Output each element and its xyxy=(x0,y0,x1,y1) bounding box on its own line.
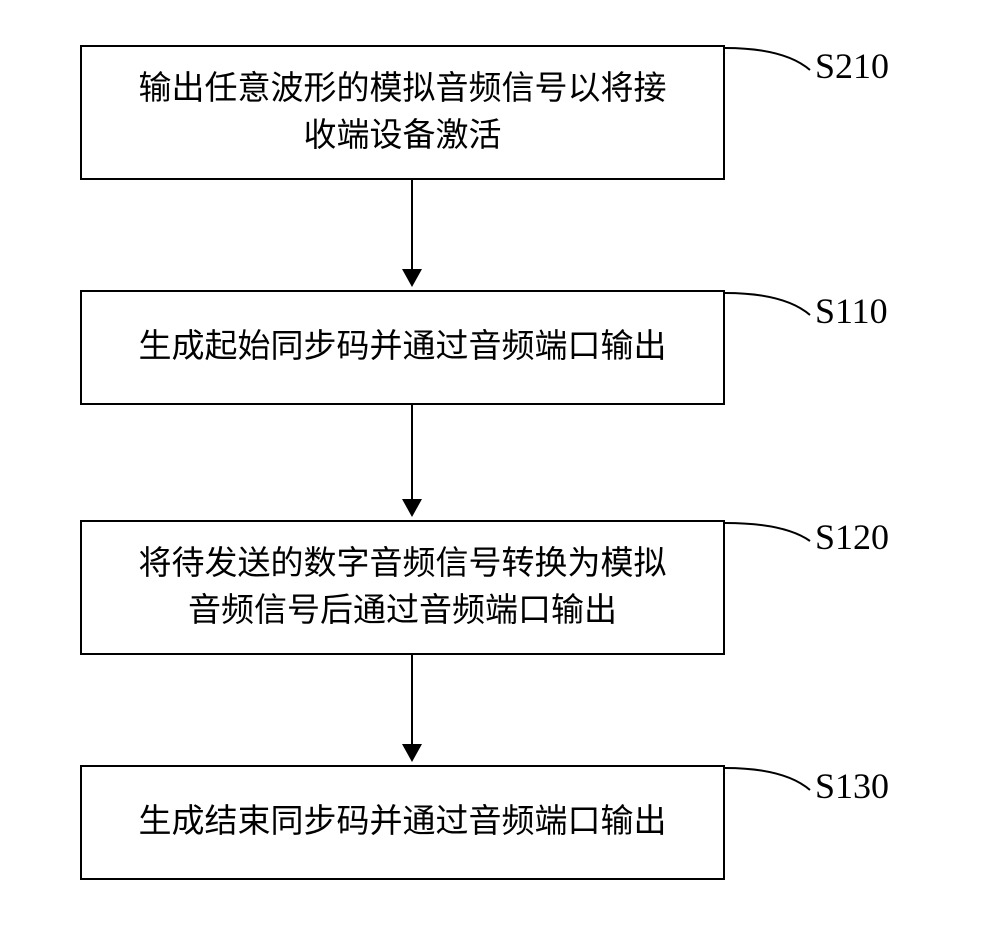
connector-s110 xyxy=(720,288,855,340)
box-text: 输出任意波形的模拟音频信号以将接收端设备激活 xyxy=(139,66,667,158)
flowchart-box-s110: 生成起始同步码并通过音频端口输出 xyxy=(80,290,725,405)
arrow-line xyxy=(411,180,413,270)
connector-s210 xyxy=(720,43,855,95)
box-text: 生成结束同步码并通过音频端口输出 xyxy=(139,799,667,845)
arrow-head-icon xyxy=(402,499,422,517)
flowchart-box-s130: 生成结束同步码并通过音频端口输出 xyxy=(80,765,725,880)
arrow-line xyxy=(411,405,413,500)
arrow-line xyxy=(411,655,413,745)
box-text: 将待发送的数字音频信号转换为模拟音频信号后通过音频端口输出 xyxy=(139,541,667,633)
flowchart-container: 输出任意波形的模拟音频信号以将接收端设备激活 S210 生成起始同步码并通过音频… xyxy=(0,0,1000,933)
connector-s120 xyxy=(720,518,855,566)
flowchart-arrow xyxy=(402,655,422,762)
arrow-head-icon xyxy=(402,269,422,287)
flowchart-box-s210: 输出任意波形的模拟音频信号以将接收端设备激活 xyxy=(80,45,725,180)
flowchart-arrow xyxy=(402,180,422,287)
connector-s130 xyxy=(720,763,855,815)
flowchart-box-s120: 将待发送的数字音频信号转换为模拟音频信号后通过音频端口输出 xyxy=(80,520,725,655)
box-text: 生成起始同步码并通过音频端口输出 xyxy=(139,324,667,370)
arrow-head-icon xyxy=(402,744,422,762)
flowchart-arrow xyxy=(402,405,422,517)
